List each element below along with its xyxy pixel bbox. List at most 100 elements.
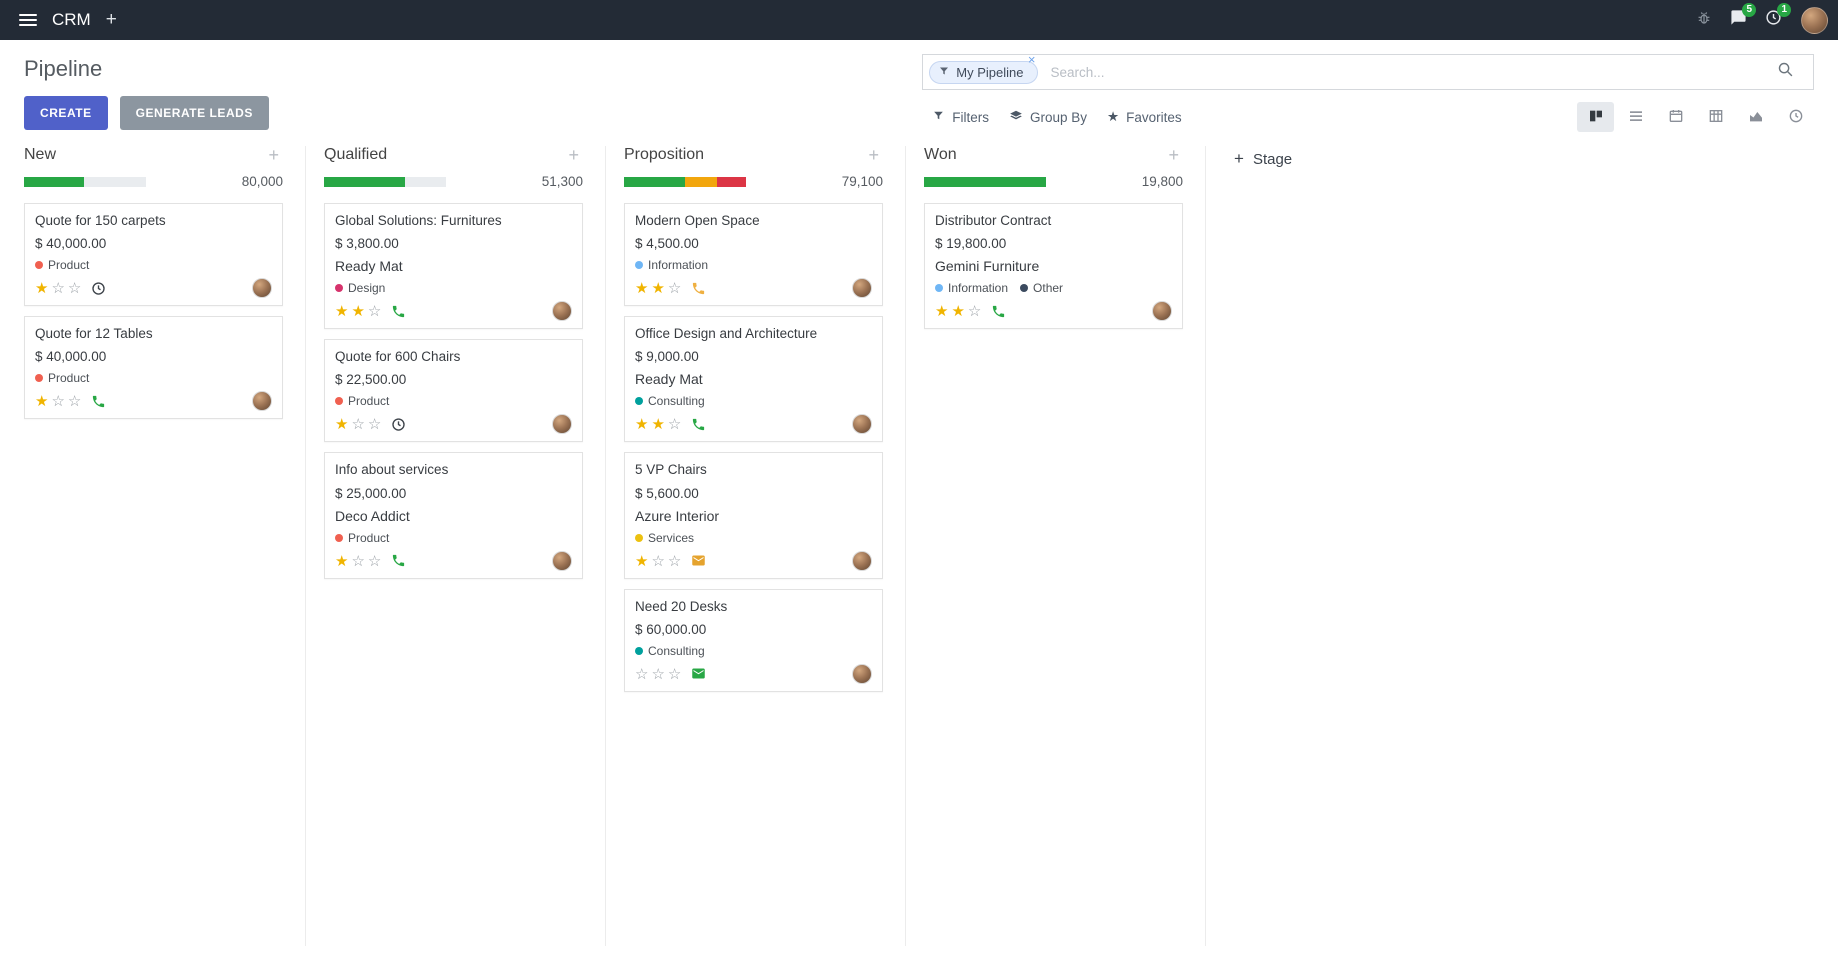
priority-star[interactable]: ★ (35, 280, 49, 298)
activity-envelope-icon[interactable] (691, 666, 706, 681)
column-progressbar[interactable] (624, 176, 746, 187)
column-title[interactable]: Proposition (624, 146, 705, 163)
column-progressbar[interactable] (24, 176, 146, 187)
kanban-card[interactable]: Distributor Contract $ 19,800.00 Gemini … (924, 203, 1183, 330)
column-add-button[interactable]: + (564, 146, 583, 164)
priority-star[interactable]: ☆ (651, 665, 665, 683)
search-facet[interactable]: My Pipeline × (929, 53, 1039, 84)
priority-star[interactable]: ★ (335, 416, 349, 434)
priority-star[interactable]: ☆ (351, 552, 365, 570)
add-menu-button[interactable]: + (97, 0, 126, 40)
column-title[interactable]: New (24, 146, 57, 163)
activity-clock-icon[interactable] (91, 281, 106, 296)
priority-star[interactable]: ★ (651, 416, 665, 434)
generate-leads-button[interactable]: GENERATE LEADS (119, 96, 269, 130)
facet-remove-icon[interactable]: × (1027, 51, 1036, 67)
favorites-button[interactable]: ★ Favorites (1097, 104, 1192, 130)
priority-star[interactable]: ☆ (67, 280, 82, 298)
priority-star[interactable]: ☆ (667, 552, 682, 570)
progress-segment[interactable] (624, 176, 685, 187)
priority-star[interactable]: ☆ (967, 303, 982, 321)
priority-star[interactable]: ★ (635, 416, 649, 434)
create-button[interactable]: CREATE (24, 96, 108, 130)
progress-segment[interactable] (324, 176, 405, 187)
progress-segment[interactable] (24, 176, 84, 187)
avatar[interactable] (852, 550, 872, 571)
column-add-button[interactable]: + (864, 146, 883, 164)
priority-star[interactable]: ☆ (51, 393, 65, 411)
activities-button[interactable]: 1 (1756, 0, 1791, 40)
priority-star[interactable]: ★ (35, 393, 49, 411)
priority-star[interactable]: ☆ (651, 552, 665, 570)
group-by-button[interactable]: Group By (999, 104, 1097, 131)
add-stage-button[interactable]: + Stage (1228, 148, 1298, 170)
column-progressbar[interactable] (924, 176, 1046, 187)
filters-button[interactable]: Filters (922, 104, 999, 130)
kanban-card[interactable]: Global Solutions: Furnitures $ 3,800.00 … (324, 203, 583, 330)
kanban-card[interactable]: 5 VP Chairs $ 5,600.00 Azure Interior Se… (624, 452, 883, 579)
column-add-button[interactable]: + (1164, 146, 1183, 164)
view-pivot-button[interactable] (1697, 102, 1734, 132)
activity-phone-icon[interactable] (691, 417, 706, 432)
messages-button[interactable]: 5 (1721, 0, 1756, 40)
activity-envelope-icon[interactable] (691, 553, 706, 568)
priority-star[interactable]: ☆ (367, 303, 382, 321)
main-menu-button[interactable] (10, 0, 46, 40)
priority-star[interactable]: ☆ (67, 393, 82, 411)
priority-star[interactable]: ★ (335, 552, 349, 570)
activity-phone-icon[interactable] (691, 281, 706, 296)
kanban-card[interactable]: Quote for 12 Tables $ 40,000.00 Product … (24, 316, 283, 420)
avatar[interactable] (552, 301, 572, 322)
progress-segment[interactable] (924, 176, 1046, 187)
avatar[interactable] (852, 278, 872, 299)
debug-button[interactable] (1687, 0, 1721, 40)
view-list-button[interactable] (1617, 102, 1654, 132)
kanban-card[interactable]: Quote for 600 Chairs $ 22,500.00 Product… (324, 339, 583, 443)
view-activity-button[interactable] (1777, 102, 1814, 132)
avatar[interactable] (1152, 301, 1172, 322)
view-kanban-button[interactable] (1577, 102, 1614, 132)
avatar[interactable] (252, 278, 272, 299)
user-avatar[interactable] (1801, 6, 1828, 34)
view-graph-button[interactable] (1737, 102, 1774, 132)
kanban-card[interactable]: Modern Open Space $ 4,500.00 Information… (624, 203, 883, 307)
priority-star[interactable]: ★ (635, 280, 649, 298)
search-bar[interactable]: My Pipeline × (922, 52, 1814, 92)
priority-star[interactable]: ★ (635, 552, 649, 570)
progress-segment[interactable] (685, 176, 717, 187)
activity-phone-icon[interactable] (391, 304, 406, 319)
priority-star[interactable]: ☆ (351, 416, 365, 434)
priority-star[interactable]: ☆ (367, 416, 382, 434)
priority-star[interactable]: ★ (951, 303, 965, 321)
column-add-button[interactable]: + (264, 146, 283, 164)
activity-phone-icon[interactable] (391, 553, 406, 568)
search-button[interactable] (1768, 52, 1803, 92)
avatar[interactable] (552, 414, 572, 435)
column-title[interactable]: Qualified (324, 146, 388, 163)
avatar[interactable] (552, 550, 572, 571)
column-progressbar[interactable] (324, 176, 446, 187)
kanban-card[interactable]: Need 20 Desks $ 60,000.00 Consulting ☆ ☆ ☆ (624, 588, 883, 692)
avatar[interactable] (852, 663, 872, 684)
priority-star[interactable]: ☆ (667, 280, 682, 298)
priority-star[interactable]: ★ (351, 303, 365, 321)
avatar[interactable] (252, 391, 272, 412)
progress-segment[interactable] (716, 176, 746, 187)
activity-phone-icon[interactable] (991, 304, 1006, 319)
priority-star[interactable]: ☆ (667, 665, 682, 683)
avatar[interactable] (852, 414, 872, 435)
view-calendar-button[interactable] (1657, 102, 1694, 132)
activity-phone-icon[interactable] (91, 394, 106, 409)
search-input[interactable] (1048, 63, 1768, 81)
priority-star[interactable]: ★ (935, 303, 949, 321)
kanban-card[interactable]: Quote for 150 carpets $ 40,000.00 Produc… (24, 203, 283, 307)
priority-star[interactable]: ★ (335, 303, 349, 321)
priority-star[interactable]: ☆ (51, 280, 65, 298)
column-title[interactable]: Won (924, 146, 957, 163)
activity-clock-icon[interactable] (391, 417, 406, 432)
kanban-card[interactable]: Office Design and Architecture $ 9,000.0… (624, 316, 883, 443)
app-name[interactable]: CRM (52, 10, 91, 29)
kanban-card[interactable]: Info about services $ 25,000.00 Deco Add… (324, 452, 583, 579)
priority-star[interactable]: ☆ (667, 416, 682, 434)
priority-star[interactable]: ☆ (367, 552, 382, 570)
